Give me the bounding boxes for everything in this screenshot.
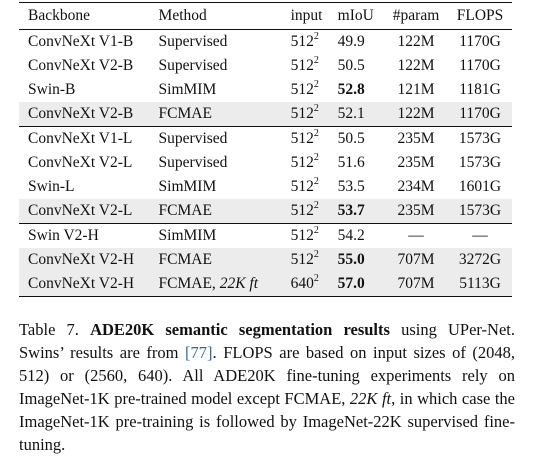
cell-miou: 50.5	[337, 57, 365, 74]
cell-method: SimMIM	[158, 223, 291, 248]
cell-input: 5122	[290, 126, 338, 151]
header-input: input	[290, 2, 338, 30]
cell-flops: 1181G	[459, 81, 501, 98]
table-row: Swin V2-H SimMIM 5122 54.2 — —	[19, 223, 512, 248]
caption-text: . FLOPS are based on input sizes of (204…	[19, 343, 516, 408]
cell-backbone: ConvNeXt V2-H	[19, 272, 159, 297]
cell-flops: 1170G	[448, 102, 512, 127]
header-backbone: Backbone	[19, 2, 159, 30]
cell-param: 122M	[384, 29, 448, 54]
cell-flops: 5113G	[448, 272, 512, 297]
header-flops: FLOPS	[448, 2, 512, 30]
cell-method: FCMAE	[158, 199, 291, 224]
cell-param: 707M	[384, 248, 448, 272]
cell-method: FCMAE	[158, 102, 291, 127]
cell-method: Supervised	[158, 57, 228, 74]
cell-miou-best: 57.0	[337, 272, 385, 297]
cell-param: 122M	[397, 57, 435, 74]
cell-miou: 51.6	[337, 154, 365, 171]
cell-param: 122M	[384, 102, 448, 127]
cell-backbone: ConvNeXt V2-L	[19, 199, 159, 224]
caption-title: ADE20K semantic segmentation results	[90, 320, 390, 339]
cell-backbone: ConvNeXt V2-B	[28, 57, 134, 74]
cell-method: SimMIM	[158, 81, 217, 98]
table-row: Swin-L SimMIM 5122 53.5 234M 1601G	[19, 175, 512, 199]
cell-input: 5122	[290, 248, 338, 272]
table-row-highlighted: ConvNeXt V2-B FCMAE 5122 52.1 122M 1170G	[19, 102, 512, 127]
caption-text: using UPer-Net. Swins’ results are from	[19, 320, 515, 362]
cell-method: SimMIM	[158, 178, 217, 195]
caption-text: , in which case the ImageNet-1K pre-trai…	[19, 389, 515, 454]
cell-flops: —	[448, 223, 512, 248]
cell-param: 235M	[384, 126, 448, 151]
cell-miou-best: 55.0	[337, 248, 385, 272]
caption-italic: 22K ft	[349, 389, 392, 408]
cell-input: 5122	[290, 29, 338, 54]
cell-miou: 49.9	[337, 29, 385, 54]
table-row-highlighted: ConvNeXt V2-H FCMAE 5122 55.0 707M 3272G	[19, 248, 512, 272]
cell-flops: 1573G	[448, 126, 512, 151]
table-row: ConvNeXt V1-L Supervised 5122 50.5 235M …	[19, 126, 512, 151]
cell-input: 5122	[290, 55, 319, 75]
cell-flops: 1573G	[458, 154, 502, 171]
header-method: Method	[158, 2, 291, 30]
cell-method: Supervised	[158, 29, 291, 54]
table-row: ConvNeXt V1-B Supervised 5122 49.9 122M …	[19, 29, 512, 54]
cell-flops: 3272G	[448, 248, 512, 272]
cell-backbone: ConvNeXt V2-H	[19, 248, 159, 272]
caption-prefix: Table 7.	[19, 320, 91, 339]
cell-param: 234M	[397, 178, 435, 195]
cell-input: 5122	[290, 102, 338, 127]
cell-input: 5122	[290, 79, 319, 99]
cell-method: Supervised	[158, 126, 291, 151]
table-row: ConvNeXt V2-B Supervised 5122 50.5 122M …	[19, 54, 512, 78]
table-row: Swin-B SimMIM 5122 52.8 121M 1181G	[19, 78, 512, 102]
cell-backbone: Swin-L	[28, 178, 75, 195]
cell-method: Supervised	[158, 154, 228, 171]
table-caption: Table 7. ADE20K semantic segmentation re…	[19, 318, 515, 456]
cell-input: 5122	[290, 152, 319, 172]
cell-miou: 50.5	[337, 126, 385, 151]
cell-miou-best: 52.8	[337, 81, 365, 98]
header-param: #param	[384, 2, 448, 30]
cell-backbone: ConvNeXt V2-B	[19, 102, 159, 127]
cell-flops: 1573G	[448, 199, 512, 224]
cell-method: FCMAE, 22K ft	[158, 272, 291, 297]
cell-param: 235M	[384, 199, 448, 224]
cell-backbone: ConvNeXt V2-L	[28, 154, 133, 171]
cell-miou: 54.2	[337, 223, 385, 248]
cell-input: 5122	[290, 176, 319, 196]
citation-link[interactable]: [77]	[185, 343, 213, 362]
cell-miou-best: 53.7	[337, 199, 385, 224]
table-row-highlighted: ConvNeXt V2-H FCMAE, 22K ft 6402 57.0 70…	[19, 272, 512, 297]
cell-miou: 52.1	[337, 102, 385, 127]
cell-param: 121M	[397, 81, 435, 98]
cell-backbone: ConvNeXt V1-B	[19, 29, 159, 54]
results-table-container: Backbone Method input mIoU #param FLOPS …	[19, 2, 512, 297]
ade20k-results-table: Backbone Method input mIoU #param FLOPS …	[19, 2, 512, 297]
table-row: ConvNeXt V2-L Supervised 5122 51.6 235M …	[19, 151, 512, 175]
table-row-highlighted: ConvNeXt V2-L FCMAE 5122 53.7 235M 1573G	[19, 199, 512, 224]
cell-flops: 1170G	[459, 57, 501, 74]
cell-param: —	[384, 223, 448, 248]
cell-param: 235M	[397, 154, 435, 171]
cell-input: 6402	[290, 272, 338, 297]
cell-method: FCMAE	[158, 248, 291, 272]
header-miou: mIoU	[337, 2, 385, 30]
cell-miou: 53.5	[337, 178, 365, 195]
cell-flops: 1170G	[448, 29, 512, 54]
cell-backbone: ConvNeXt V1-L	[19, 126, 159, 151]
cell-flops: 1601G	[458, 178, 502, 195]
cell-input: 5122	[290, 199, 338, 224]
cell-backbone: Swin-B	[28, 81, 76, 98]
cell-input: 5122	[290, 223, 338, 248]
cell-param: 707M	[384, 272, 448, 297]
table-header-row: Backbone Method input mIoU #param FLOPS	[19, 2, 512, 30]
cell-backbone: Swin V2-H	[19, 223, 159, 248]
